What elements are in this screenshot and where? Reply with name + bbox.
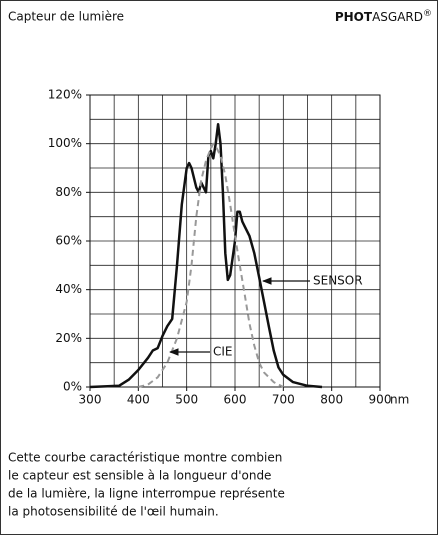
description-line: Cette courbe caractéristique montre comb… (8, 451, 282, 465)
x-tick-label: 700 (272, 393, 295, 407)
brand-rest: ASGARD (372, 10, 423, 24)
x-tick-label: 300 (79, 393, 102, 407)
x-tick-label: 600 (224, 393, 247, 407)
description-line: le capteur est sensible à la longueur d'… (8, 469, 271, 483)
brand-bold: PHOT (335, 10, 373, 24)
series-line (138, 142, 284, 388)
description-line: la photosensibilité de l'œil humain. (8, 505, 219, 519)
y-tick-label: 0% (63, 380, 82, 394)
y-tick-label: 100% (48, 136, 82, 150)
x-tick-label: 400 (127, 393, 150, 407)
x-tick-label: 900 (369, 393, 392, 407)
x-axis-label: nm (390, 393, 409, 407)
brand: PHOTASGARD® (335, 9, 432, 24)
description-line: de la lumière, la ligne interrompue repr… (8, 487, 285, 501)
y-tick-label: 120% (48, 88, 82, 102)
y-tick-label: 40% (55, 282, 82, 296)
series-label: SENSOR (313, 274, 363, 288)
y-tick-label: 20% (55, 331, 82, 345)
brand-mark: ® (423, 9, 432, 19)
y-tick-label: 60% (55, 234, 82, 248)
header-title: Capteur de lumière (8, 10, 124, 24)
y-tick-label: 80% (55, 185, 82, 199)
x-tick-label: 500 (175, 393, 198, 407)
series-label: CIE (213, 345, 233, 359)
x-tick-label: 800 (320, 393, 343, 407)
series-line (89, 122, 323, 389)
